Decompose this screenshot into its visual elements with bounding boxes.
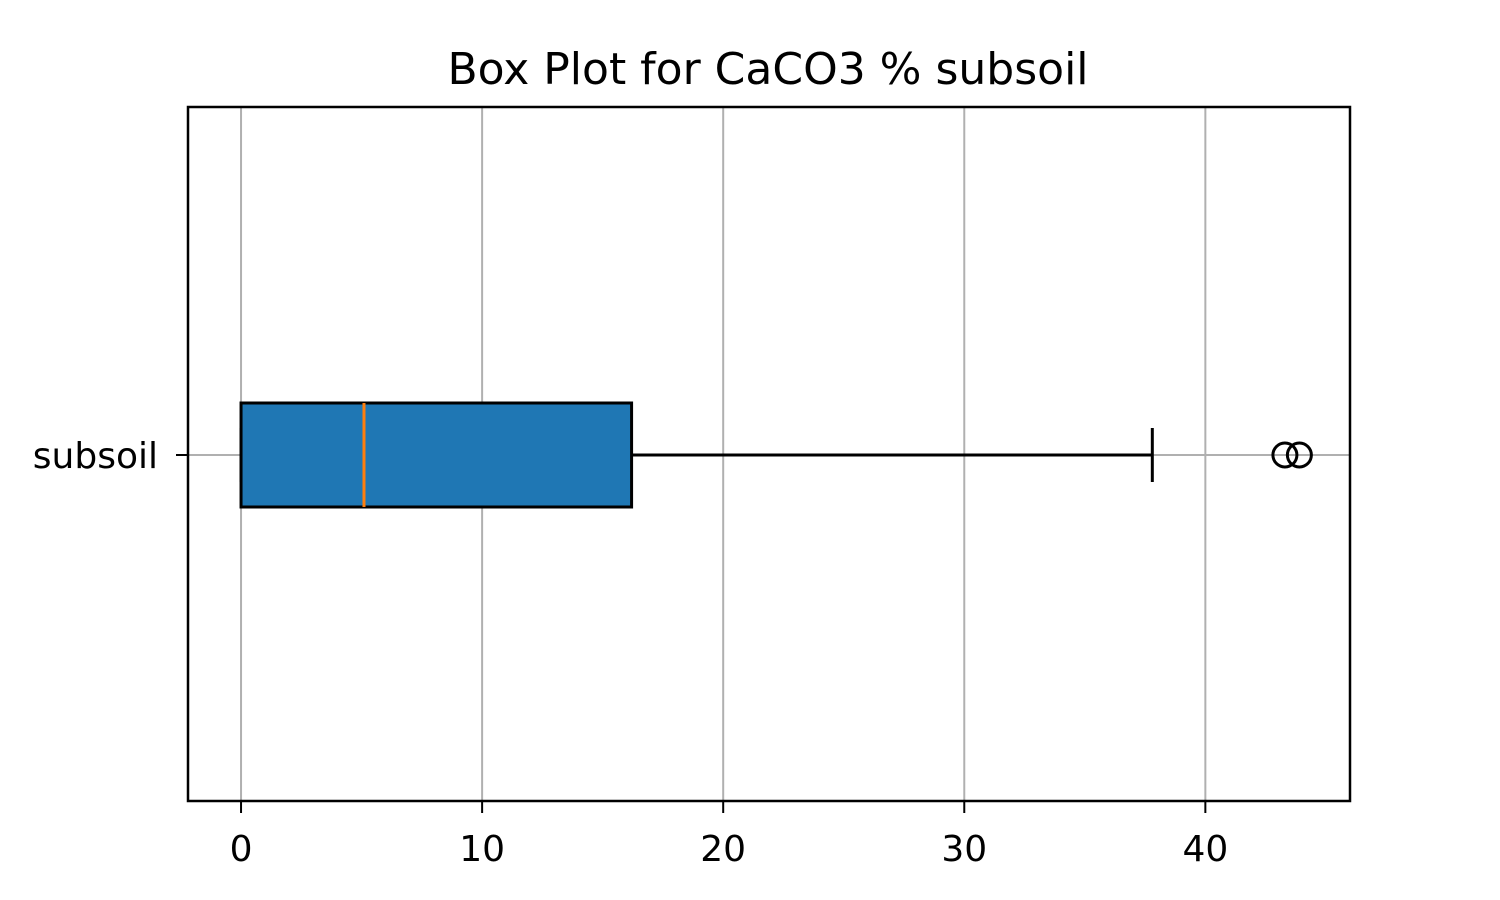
- axes: 0 10 20 30 40 subsoil: [33, 436, 1228, 870]
- outlier-point: [1271, 441, 1299, 469]
- x-tick-label: 10: [459, 829, 505, 870]
- x-tick-label: 30: [941, 829, 987, 870]
- box-plot-series: [239, 401, 1313, 509]
- x-tick-label: 20: [700, 829, 746, 870]
- chart-title: Box Plot for CaCO3 % subsoil: [447, 44, 1088, 95]
- y-tick-label: subsoil: [33, 436, 158, 477]
- outlier-point: [1285, 441, 1313, 469]
- x-tick-label: 0: [230, 829, 253, 870]
- interquartile-box: [239, 401, 634, 509]
- x-tick-label: 40: [1182, 829, 1228, 870]
